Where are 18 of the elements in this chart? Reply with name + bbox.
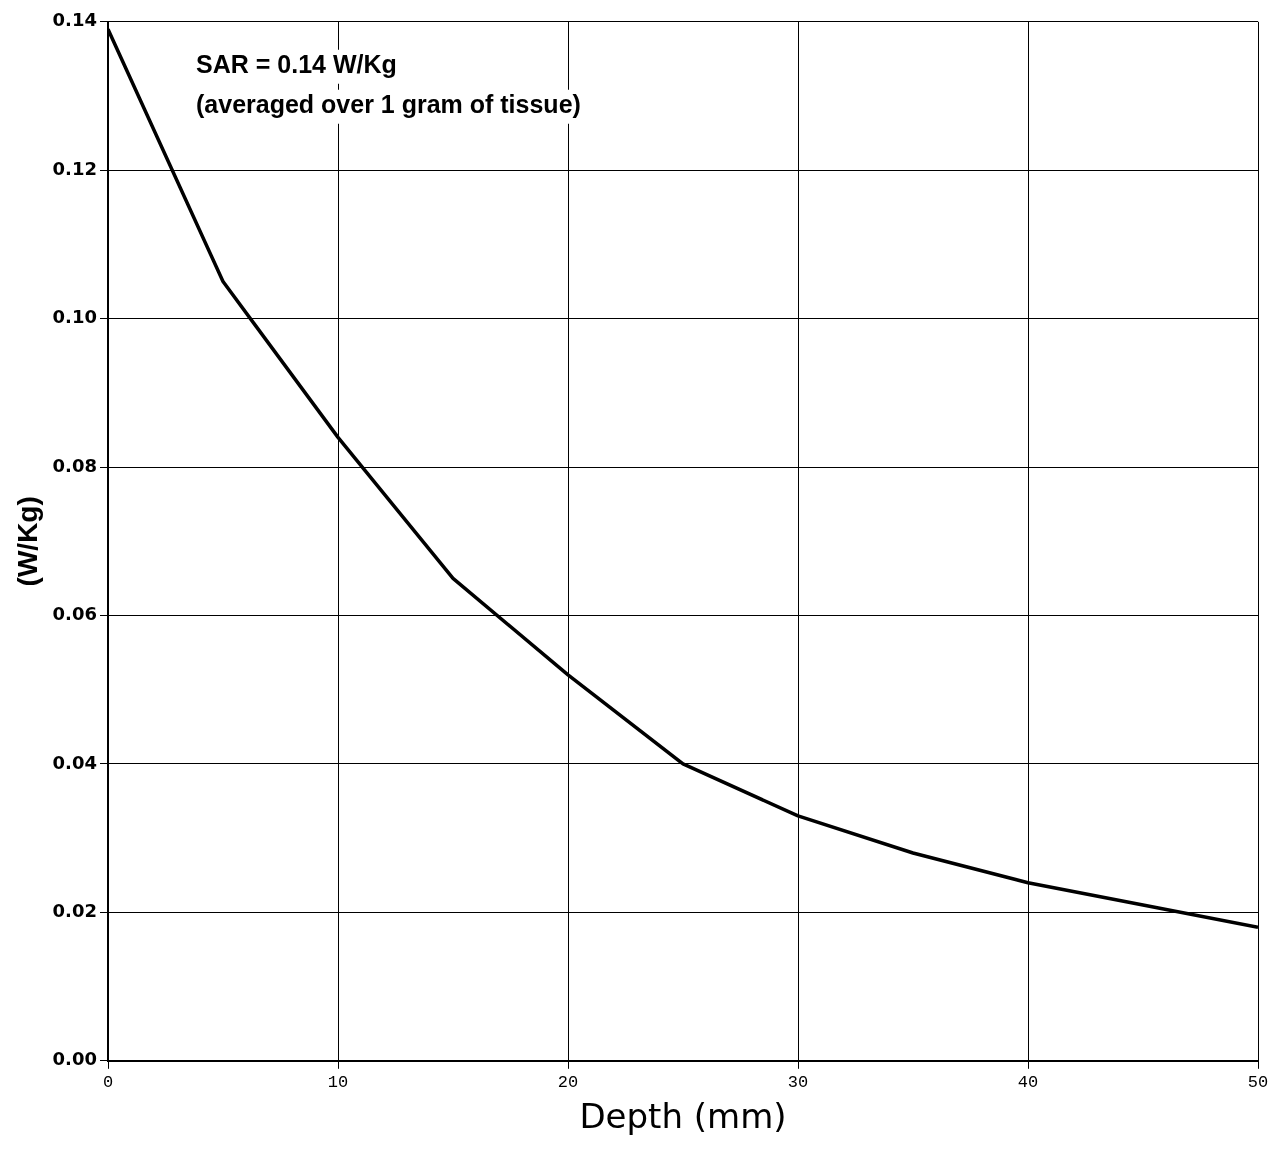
x-tick-label: 30 [787, 1072, 809, 1092]
x-tick-label: 20 [557, 1072, 579, 1092]
y-tick-label: 0.08 [52, 454, 98, 476]
y-tick-label: 0.04 [52, 751, 98, 773]
x-tick-label: 40 [1017, 1072, 1039, 1092]
y-tick-label: 0.00 [52, 1048, 98, 1070]
annotation: SAR = 0.14 W/Kg [196, 50, 397, 79]
y-tick-label: 0.02 [52, 900, 98, 922]
y-axis-title: (W/Kg) [11, 496, 43, 587]
y-tick-label: 0.12 [52, 157, 98, 179]
annotation: (averaged over 1 gram of tissue) [196, 90, 581, 119]
x-tick-label: 10 [327, 1072, 349, 1092]
x-tick-label: 0 [102, 1072, 114, 1092]
y-tick-label: 0.10 [52, 306, 98, 328]
x-tick-label: 50 [1247, 1072, 1269, 1092]
y-tick-label: 0.14 [52, 9, 98, 31]
x-axis-title: Depth (mm) [579, 1096, 787, 1137]
y-tick-label: 0.06 [52, 603, 98, 625]
